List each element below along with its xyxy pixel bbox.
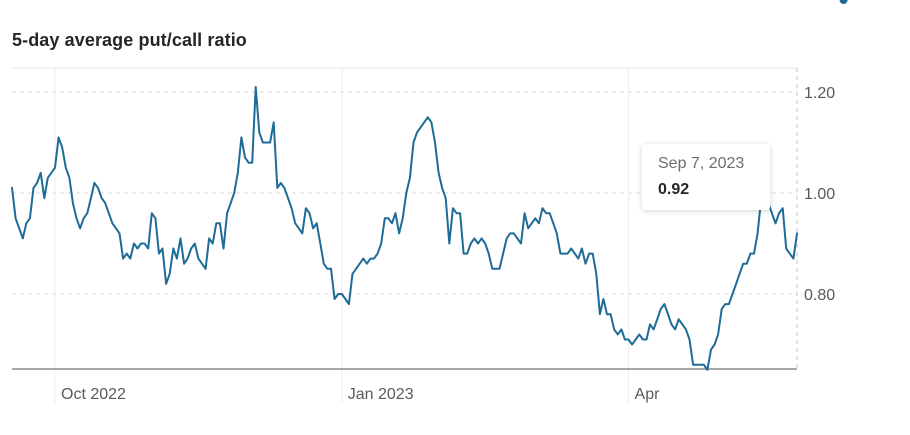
tooltip-value: 0.92 bbox=[658, 181, 690, 198]
y-tick-label: 1.00 bbox=[804, 186, 835, 203]
x-tick-label: Apr bbox=[635, 386, 661, 403]
grid-lines bbox=[12, 67, 798, 403]
chart-title: 5-day average put/call ratio bbox=[12, 30, 247, 50]
y-tick-label: 0.80 bbox=[804, 287, 835, 304]
hover-point-marker[interactable] bbox=[837, 0, 850, 6]
tooltip-date: Sep 7, 2023 bbox=[658, 155, 745, 172]
y-axis: 0.80 1.00 1.20 bbox=[804, 85, 835, 304]
x-tick-label: Jan 2023 bbox=[348, 386, 414, 403]
x-tick-label: Oct 2022 bbox=[61, 386, 126, 403]
series-line[interactable] bbox=[11, 86, 798, 371]
tooltip: Sep 7, 2023 0.92 bbox=[642, 144, 770, 210]
y-tick-label: 1.20 bbox=[804, 85, 835, 102]
